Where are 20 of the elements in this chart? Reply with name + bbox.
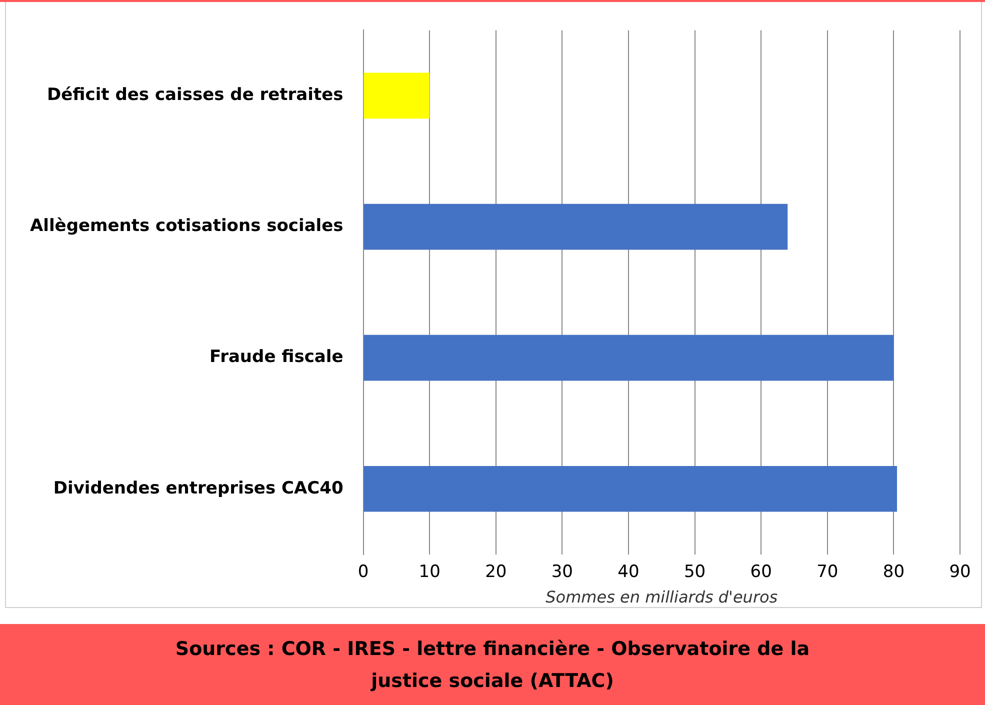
x-tick-label: 60	[750, 562, 772, 582]
x-tick-label: 50	[684, 562, 706, 582]
bar	[364, 334, 894, 381]
y-tick-label: Dividendes entreprises CAC40	[53, 478, 344, 498]
x-tick-label: 0	[358, 562, 369, 582]
bar	[364, 204, 788, 250]
bar	[364, 72, 430, 119]
bar	[364, 466, 898, 512]
x-tick-label: 30	[551, 562, 573, 582]
x-tick-label: 80	[882, 562, 905, 582]
x-axis-title: Sommes en milliards d'euros	[546, 588, 778, 607]
x-tick-label: 70	[816, 562, 838, 582]
y-tick-label: Déficit des caisses de retraites	[47, 85, 344, 106]
y-tick-label: Allègements cotisations sociales	[30, 216, 344, 236]
x-tick-label: 20	[485, 562, 507, 582]
x-tick-label: 40	[618, 562, 640, 582]
x-tick-label: 90	[949, 562, 971, 582]
source-note: Sources : COR - IRES - lettre financière - Observatoire de la justice sociale (ATTAC)	[174, 636, 811, 694]
y-tick-label: Fraude fiscale	[210, 347, 344, 368]
x-tick-label: 10	[418, 562, 440, 582]
